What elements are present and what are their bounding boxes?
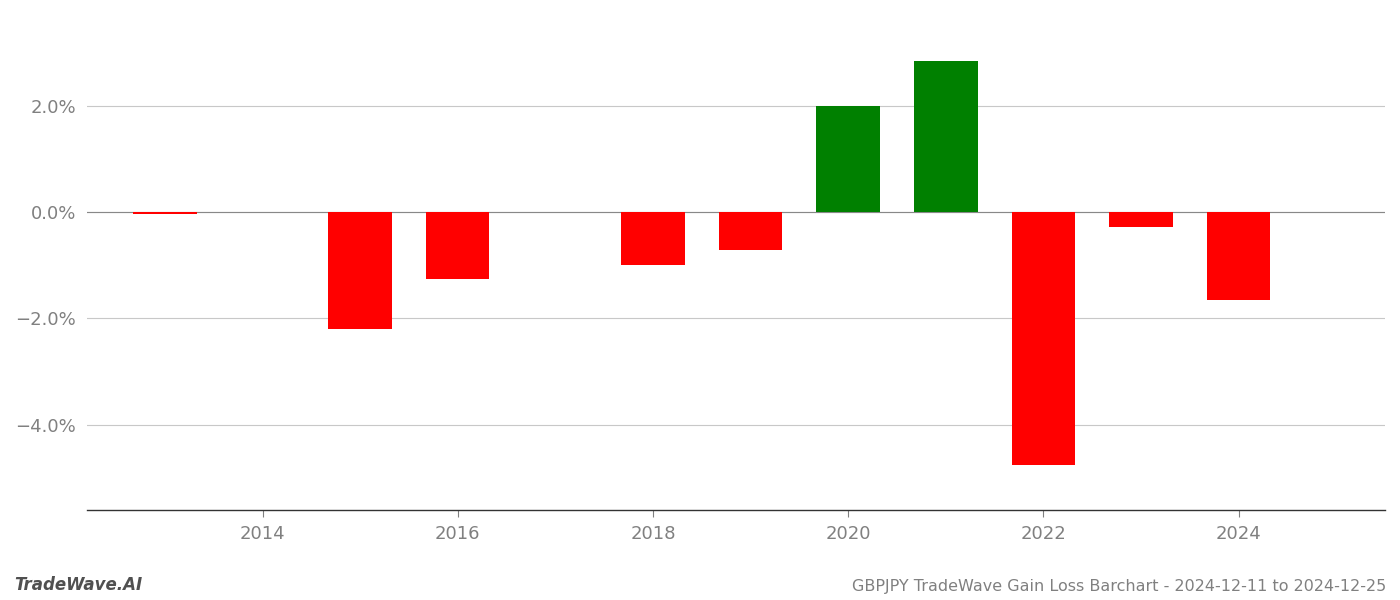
Bar [133, 212, 196, 214]
Text: GBPJPY TradeWave Gain Loss Barchart - 2024-12-11 to 2024-12-25: GBPJPY TradeWave Gain Loss Barchart - 20… [851, 579, 1386, 594]
Bar [1012, 212, 1075, 464]
Bar [426, 212, 490, 278]
Bar [718, 212, 783, 250]
Bar [1109, 212, 1173, 227]
Bar [622, 212, 685, 265]
Bar [914, 61, 977, 212]
Bar [329, 212, 392, 329]
Text: TradeWave.AI: TradeWave.AI [14, 576, 143, 594]
Bar [816, 106, 879, 212]
Bar [1207, 212, 1270, 300]
